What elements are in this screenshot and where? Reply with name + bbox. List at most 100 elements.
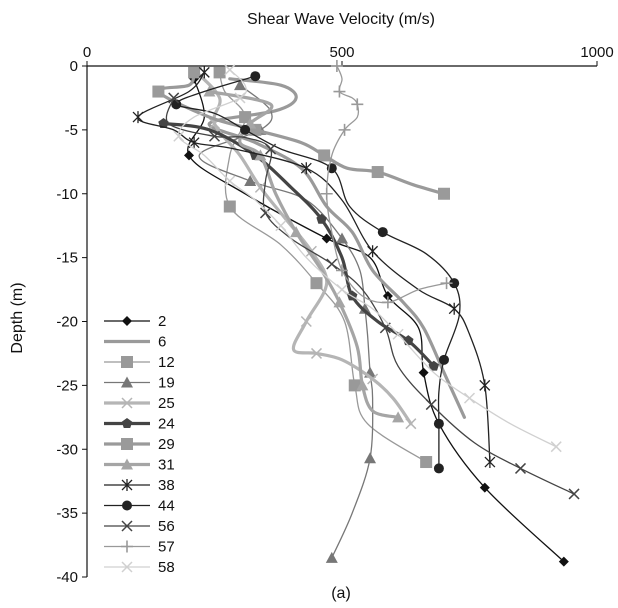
legend-item: 25 <box>104 395 175 412</box>
series-2-point <box>418 367 429 378</box>
series-29-point <box>318 149 331 162</box>
series-58-point <box>463 392 476 404</box>
series-38-point <box>484 456 496 469</box>
series-56-point <box>265 143 277 155</box>
y-tick-label: -25 <box>56 377 78 394</box>
series-29-point <box>152 85 165 98</box>
series-58-point <box>224 175 236 187</box>
series-57-point <box>320 187 333 200</box>
series-56-line <box>165 97 575 495</box>
series-12-point <box>420 456 433 469</box>
series-56-point <box>208 130 221 142</box>
series-31-point <box>290 226 303 238</box>
chart-caption: (a) <box>331 585 351 602</box>
legend-item: 12 <box>104 354 175 371</box>
legend-item: 44 <box>104 498 175 515</box>
legend-item: 31 <box>104 457 175 474</box>
series-29 <box>152 66 450 200</box>
series-58-point <box>224 64 236 76</box>
series-2-point <box>382 290 393 301</box>
series-12-point <box>213 66 226 79</box>
series-31-point <box>203 85 216 97</box>
legend-swatch-marker <box>122 316 132 326</box>
y-axis-title: Depth (m) <box>9 282 26 353</box>
series-19-point <box>325 551 338 563</box>
y-tick-label: -40 <box>56 569 78 586</box>
series-19-point <box>336 232 348 244</box>
legend-label: 6 <box>158 334 166 351</box>
series-25-line <box>195 70 413 426</box>
legend-item: 58 <box>104 559 175 576</box>
series-57-point <box>351 98 364 111</box>
series-2-point <box>558 556 569 567</box>
series-44-point <box>439 354 449 365</box>
series-31-point <box>333 296 346 308</box>
legend-swatch-marker <box>121 479 133 491</box>
series-57-point <box>336 264 348 277</box>
series-12-point <box>223 200 236 213</box>
series-29-point <box>249 123 262 136</box>
series-12-point <box>310 277 323 290</box>
legend-swatch-marker <box>121 356 133 368</box>
series-44-point <box>377 227 388 238</box>
series-38-point <box>198 66 210 79</box>
series-38-point <box>448 302 460 315</box>
series-57-point <box>333 85 346 98</box>
y-tick-label: -10 <box>56 186 78 203</box>
series-29-line <box>156 70 446 196</box>
series-38-point <box>300 162 312 175</box>
series-56-point <box>259 207 272 219</box>
legend-label: 38 <box>158 477 175 494</box>
series-29-point <box>371 166 384 179</box>
series-12-line <box>218 71 427 463</box>
y-tick-label: -20 <box>56 314 78 331</box>
series-12 <box>213 66 433 469</box>
y-tick-label: -35 <box>56 505 78 522</box>
series-58-point <box>336 284 348 296</box>
series-12-point <box>239 111 252 124</box>
series-29-point <box>438 187 450 200</box>
x-tick-label: 0 <box>83 44 91 61</box>
series-31-point <box>356 379 369 391</box>
series-38-point <box>132 111 144 124</box>
series-25-point <box>300 315 312 328</box>
series-44-point <box>171 99 182 110</box>
y-tick-label: -30 <box>56 441 78 458</box>
y-tick-label: -5 <box>65 122 78 139</box>
legend-swatch-marker <box>121 376 133 388</box>
legend-label: 31 <box>158 457 175 474</box>
legend-item: 24 <box>104 416 175 433</box>
legend-item: 19 <box>104 375 175 392</box>
series-19-point <box>244 174 257 186</box>
series-58-point <box>234 92 246 104</box>
legend-label: 58 <box>158 559 175 576</box>
legend-swatch-marker <box>121 397 133 409</box>
legend-item: 29 <box>104 436 175 453</box>
series-57-point <box>440 277 453 290</box>
legend-label: 19 <box>158 375 175 392</box>
series-19-point <box>358 302 371 314</box>
series-44-line <box>175 75 461 470</box>
legend: 2 6 12 19 25 24 29 31 38 44 56 57 58 <box>104 313 175 576</box>
series-44 <box>171 71 461 474</box>
series-56 <box>165 92 580 500</box>
series-57-point <box>330 60 343 72</box>
legend-item: 57 <box>104 539 175 556</box>
series-58-point <box>173 130 185 142</box>
series-58-point <box>392 328 404 340</box>
legend-swatch-marker <box>121 561 133 573</box>
legend-item: 56 <box>104 518 175 535</box>
legend-item: 6 <box>104 334 166 351</box>
legend-item: 2 <box>104 313 166 330</box>
series-6 <box>207 77 466 419</box>
legend-swatch-marker <box>121 418 133 428</box>
series-57-point <box>338 123 351 136</box>
legend-label: 44 <box>158 498 175 515</box>
series-38-point <box>367 245 379 258</box>
series-19-point <box>234 79 246 91</box>
y-tick-label: -15 <box>56 250 78 267</box>
series-6-line <box>207 77 466 419</box>
x-tick-label: 1000 <box>580 44 613 61</box>
series-24-point <box>316 213 327 224</box>
